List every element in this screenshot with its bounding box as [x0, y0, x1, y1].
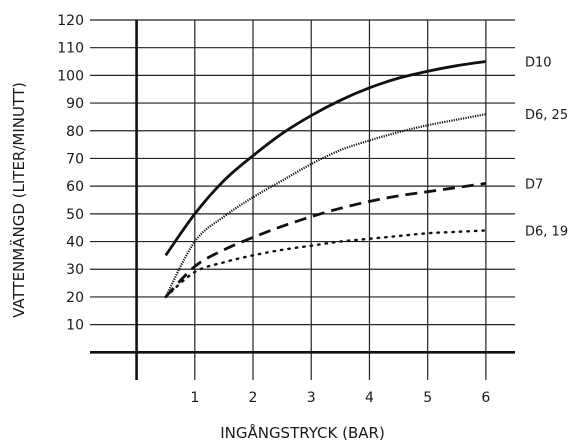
y-tick-label: 20	[66, 290, 84, 306]
x-tick-label: 4	[365, 390, 374, 406]
y-tick-label: 40	[66, 235, 84, 251]
series-line	[164, 60, 487, 257]
series-label: D6, 25	[525, 108, 568, 123]
x-tick-label: 5	[423, 390, 432, 406]
x-tick-label: 1	[190, 390, 199, 406]
grid	[90, 19, 515, 380]
x-tick-label: 6	[481, 390, 490, 406]
series-line	[164, 181, 487, 298]
y-tick-label: 10	[66, 318, 84, 334]
axes	[90, 20, 515, 380]
series-labels: D10 D6, 25 D7 D6, 19	[525, 56, 568, 240]
series-label: D7	[525, 177, 543, 192]
series-line	[164, 229, 488, 299]
y-axis-label: VATTENMÄNGD (LITER/MINUTT)	[9, 82, 28, 318]
series-lines	[164, 60, 488, 299]
y-tick-label: 50	[66, 207, 84, 223]
series-label: D6, 19	[525, 224, 568, 239]
y-tick-label: 110	[57, 41, 84, 57]
y-tick-label: 100	[57, 68, 84, 84]
y-tick-label: 30	[66, 262, 84, 278]
x-tick-label: 2	[249, 390, 258, 406]
y-tick-label: 60	[66, 179, 84, 195]
x-tick-labels: 1 2 3 4 5 6	[190, 390, 490, 406]
x-tick-label: 3	[307, 390, 316, 406]
y-tick-label: 80	[66, 124, 84, 140]
x-axis-label: INGÅNGSTRYCK (BAR)	[220, 423, 385, 442]
y-tick-label: 90	[66, 96, 84, 112]
series-line	[164, 113, 487, 298]
y-tick-labels: 10 20 30 40 50 60 70 80 90 100 110 120	[57, 13, 84, 334]
series-label: D10	[525, 56, 552, 71]
y-tick-label: 70	[66, 151, 84, 167]
y-tick-label: 120	[57, 13, 84, 29]
